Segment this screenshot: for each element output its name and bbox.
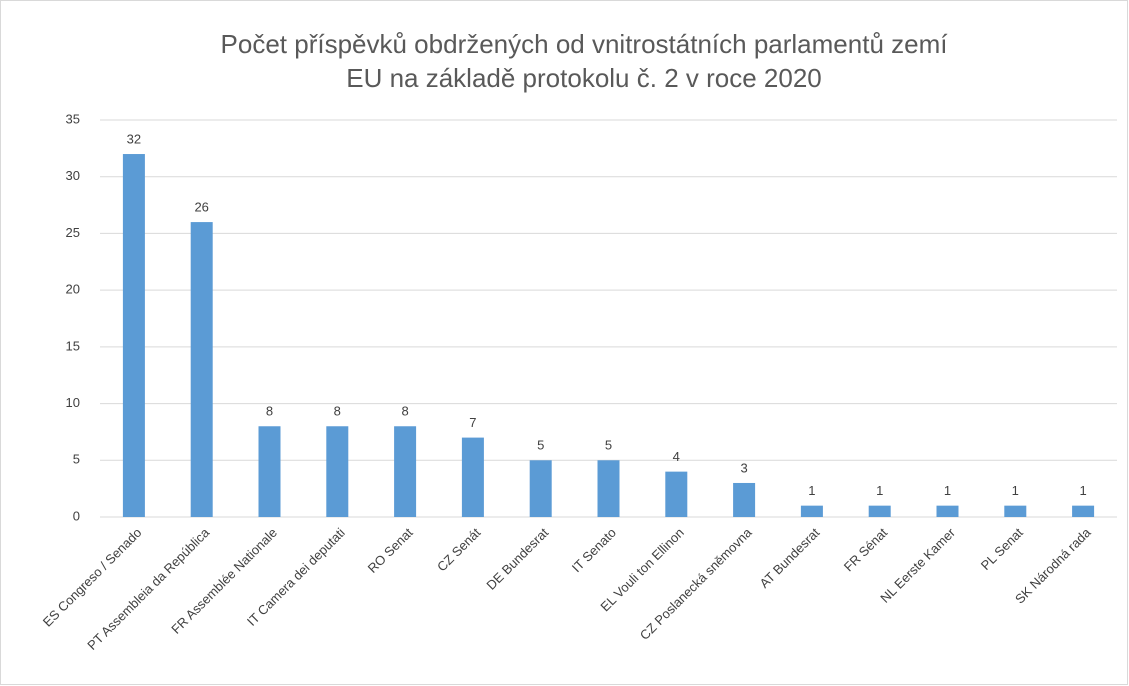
data-label: 1 (876, 483, 883, 498)
data-label: 4 (673, 449, 680, 464)
bar (597, 460, 620, 517)
bar (529, 460, 552, 517)
bar (258, 426, 281, 517)
data-label: 3 (740, 460, 747, 475)
bar (665, 471, 688, 517)
data-label: 8 (401, 404, 408, 419)
bar (326, 426, 349, 517)
data-label: 5 (605, 438, 612, 453)
bar (868, 505, 891, 517)
data-label: 32 (127, 131, 141, 146)
chart-title: Počet příspěvků obdržených od vnitrostát… (221, 29, 949, 59)
data-label: 8 (334, 404, 341, 419)
bar (936, 505, 959, 517)
y-tick-label: 20 (66, 282, 80, 297)
y-tick-label: 5 (73, 452, 80, 467)
data-label: 26 (194, 200, 208, 215)
y-tick-label: 30 (66, 168, 80, 183)
data-label: 1 (1012, 483, 1019, 498)
data-label: 7 (469, 415, 476, 430)
data-label: 1 (944, 483, 951, 498)
data-label: 1 (808, 483, 815, 498)
y-tick-label: 10 (66, 395, 80, 410)
y-tick-label: 25 (66, 225, 80, 240)
bar (122, 154, 145, 517)
y-tick-label: 35 (66, 111, 80, 126)
y-tick-label: 15 (66, 338, 80, 353)
bar (461, 437, 484, 517)
data-label: 5 (537, 438, 544, 453)
data-label: 8 (266, 404, 273, 419)
bar (733, 482, 756, 517)
bar (394, 426, 417, 517)
bar (1072, 505, 1095, 517)
y-tick-label: 0 (73, 508, 80, 523)
bar (800, 505, 823, 517)
bar (1004, 505, 1027, 517)
bar (190, 222, 213, 518)
chart-title: EU na základě protokolu č. 2 v roce 2020 (346, 63, 822, 93)
data-label: 1 (1079, 483, 1086, 498)
